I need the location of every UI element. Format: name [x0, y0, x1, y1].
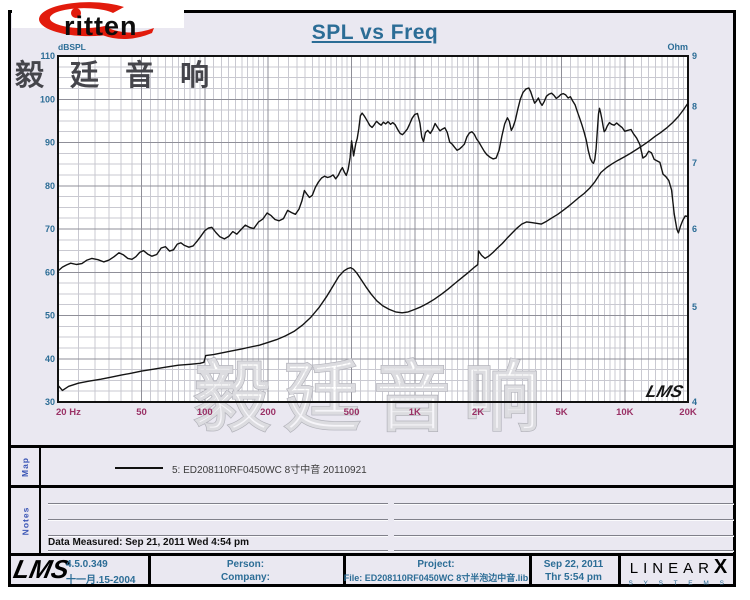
- divider-notes-footer: [8, 553, 736, 556]
- notes-rule: [394, 503, 734, 504]
- map-label: Map: [20, 456, 30, 477]
- systems-text: S Y S T E M S: [628, 580, 729, 587]
- footer-divider: [529, 556, 532, 587]
- notes-rule: [394, 535, 734, 536]
- footer-divider: [343, 556, 346, 587]
- notes-rule: [394, 519, 734, 520]
- notes-rule: [48, 535, 388, 536]
- page-title: SPL vs Freq: [311, 21, 439, 44]
- divider-map-notes: [8, 485, 736, 488]
- notes-label: Notes: [20, 506, 30, 535]
- legend-entry: 5: ED208110RF0450WC 8寸中音 20110921: [172, 465, 367, 476]
- notes-rule: [48, 519, 388, 520]
- notes-section-label-cell: Notes: [11, 488, 41, 553]
- divider-chart-map: [8, 445, 736, 448]
- footer-divider: [148, 556, 151, 587]
- main-frame: [8, 10, 736, 587]
- company-name-chinese: 毅 廷 音 响: [15, 60, 219, 92]
- lms-logo: LMS: [10, 554, 73, 584]
- notes-rule: [394, 550, 734, 551]
- footer-time: Thr 5:54 pm: [545, 572, 602, 583]
- company-label: Company:: [221, 572, 270, 583]
- linearx-x: X: [713, 556, 728, 578]
- brand-name: ritten: [64, 11, 138, 41]
- notes-rule: [48, 503, 388, 504]
- notes-rule: [48, 550, 388, 551]
- linearx-text: LINEAR: [629, 560, 714, 577]
- brand-logo: ritten: [12, 0, 184, 41]
- data-measured-text: Data Measured: Sep 21, 2011 Wed 4:54 pm: [48, 537, 250, 548]
- project-label: Project:: [417, 559, 455, 570]
- footer-divider: [618, 556, 621, 587]
- red-swoosh-e-icon: [39, 2, 154, 40]
- legend-line-swatch: [115, 467, 163, 469]
- map-section-label-cell: Map: [11, 448, 41, 485]
- file-name: File: ED208110RF0450WC 8寸半泡边中音.lib: [343, 573, 529, 583]
- version-date: 十一月.15-2004: [66, 575, 136, 586]
- person-label: Person:: [226, 559, 265, 570]
- version-number: 4.5.0.349: [66, 559, 108, 570]
- linearx-systems-logo: LINEARX S Y S T E M S: [618, 556, 739, 587]
- footer-date: Sep 22, 2011: [543, 559, 604, 570]
